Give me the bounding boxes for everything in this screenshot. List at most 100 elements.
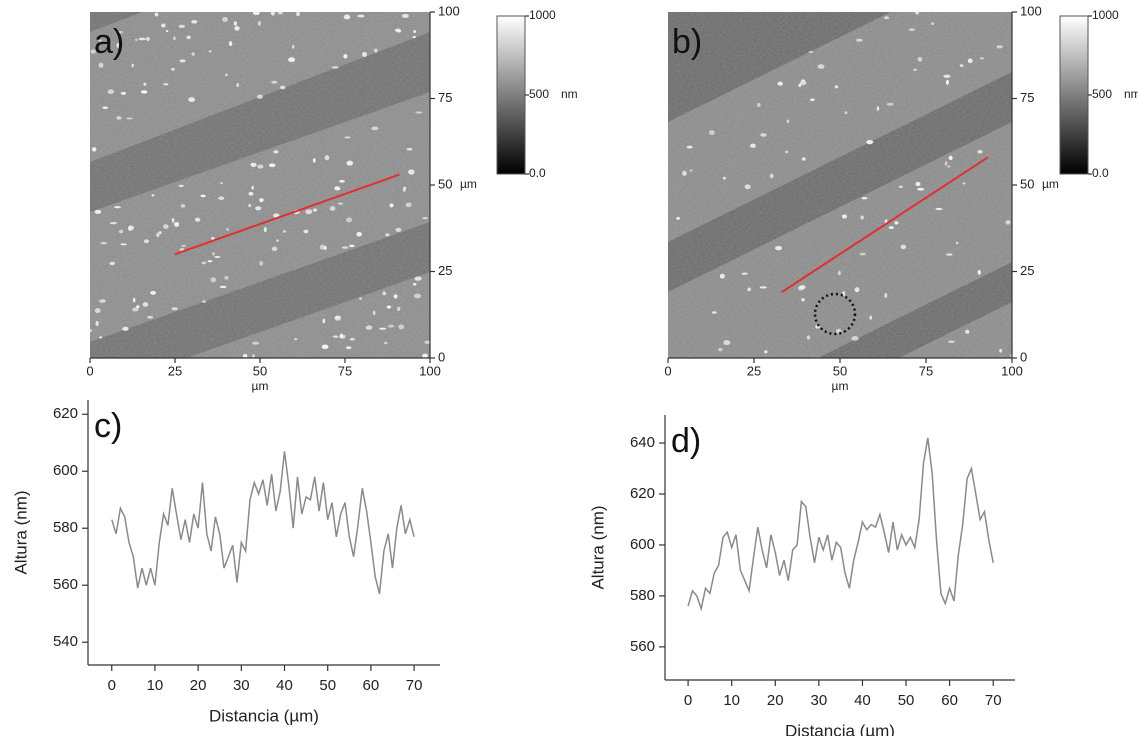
particle — [225, 73, 228, 77]
particle — [859, 252, 866, 256]
particle — [913, 68, 917, 72]
particle — [402, 188, 406, 192]
particle — [414, 276, 422, 281]
particle — [413, 293, 422, 299]
particle — [154, 12, 159, 17]
particle — [844, 111, 848, 115]
particle — [841, 214, 848, 219]
particle — [147, 315, 154, 319]
particle — [294, 338, 298, 341]
particle — [174, 222, 179, 227]
particle — [210, 277, 217, 283]
particle — [303, 229, 309, 234]
x-tick-label: 60 — [941, 692, 958, 709]
x-tick-label: 20 — [767, 692, 784, 709]
particle — [132, 297, 136, 303]
particle — [271, 246, 278, 252]
particle — [856, 38, 863, 42]
particle — [100, 241, 108, 245]
particle — [395, 227, 402, 233]
x-tick-label: 10 — [147, 677, 164, 694]
particle — [682, 170, 687, 176]
particle — [948, 155, 953, 161]
particle — [214, 255, 221, 259]
particle — [750, 143, 756, 148]
y-tick-label: 50 — [1020, 176, 1034, 191]
particle — [977, 269, 981, 275]
x-tick-label: 10 — [723, 692, 740, 709]
particle — [759, 286, 767, 289]
particle — [257, 164, 264, 169]
y-tick-label: 100 — [1020, 3, 1042, 18]
particle — [962, 182, 966, 185]
particle — [191, 19, 198, 24]
particle — [955, 241, 959, 245]
x-tick-label: 50 — [833, 363, 847, 378]
particle — [834, 85, 839, 89]
particle — [343, 14, 351, 20]
particle — [422, 353, 428, 358]
particle — [179, 59, 186, 63]
particle — [228, 41, 233, 47]
y-tick-label: 25 — [438, 263, 452, 278]
particle — [406, 147, 413, 151]
colorbar — [1059, 15, 1089, 175]
particle — [999, 348, 1003, 353]
particle — [252, 12, 260, 16]
particle — [945, 253, 953, 256]
particle — [935, 207, 943, 211]
particle — [415, 111, 423, 114]
particle — [90, 329, 92, 332]
x-tick-label: 0 — [108, 677, 116, 694]
particle — [801, 157, 806, 161]
particle — [741, 272, 748, 275]
particle — [98, 62, 104, 68]
particle — [226, 227, 229, 231]
particle — [255, 206, 262, 211]
particle — [337, 202, 344, 205]
x-tick-label: 75 — [338, 363, 352, 378]
particle — [220, 181, 224, 185]
particle — [799, 285, 806, 290]
y-tick-label: 620 — [53, 405, 78, 422]
data-line — [687, 437, 994, 612]
particle — [1005, 220, 1011, 225]
particle — [947, 165, 951, 168]
colorbar-tick-label: 1000 — [1092, 8, 1119, 22]
particle — [173, 36, 176, 41]
particle — [371, 126, 379, 131]
particle — [94, 307, 101, 314]
x-tick-label: 60 — [363, 677, 380, 694]
particle — [151, 194, 155, 197]
particle — [321, 344, 329, 350]
particle — [122, 326, 129, 331]
particle — [109, 261, 116, 266]
particle — [140, 90, 148, 94]
particle — [218, 196, 225, 201]
particle — [894, 221, 899, 225]
particle — [202, 300, 207, 303]
y-unit: µm — [460, 177, 477, 191]
y-tick-label: 0 — [1020, 349, 1027, 364]
particle — [365, 325, 373, 330]
particle — [277, 12, 283, 15]
particle — [117, 31, 123, 34]
particle — [866, 140, 874, 145]
particle — [263, 227, 267, 233]
particle — [837, 270, 841, 276]
particle — [125, 117, 133, 120]
particle — [405, 202, 412, 208]
colorbar-tick-label: 0.0 — [1092, 166, 1109, 180]
particle — [886, 102, 894, 106]
particle — [686, 145, 693, 149]
panel-label: b) — [672, 23, 702, 61]
particle — [801, 298, 805, 302]
particle — [413, 30, 417, 33]
particle — [343, 54, 348, 59]
particle — [722, 176, 726, 180]
particle — [273, 150, 279, 154]
particle — [248, 204, 252, 208]
particle — [372, 310, 376, 316]
particle — [689, 169, 693, 172]
x-tick-label: 70 — [406, 677, 423, 694]
